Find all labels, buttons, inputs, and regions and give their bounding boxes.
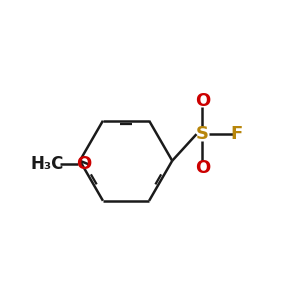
Text: O: O xyxy=(76,155,91,173)
Text: S: S xyxy=(196,125,209,143)
Text: H₃C: H₃C xyxy=(31,155,64,173)
Text: O: O xyxy=(195,92,210,110)
Text: F: F xyxy=(231,125,243,143)
Text: O: O xyxy=(195,159,210,177)
